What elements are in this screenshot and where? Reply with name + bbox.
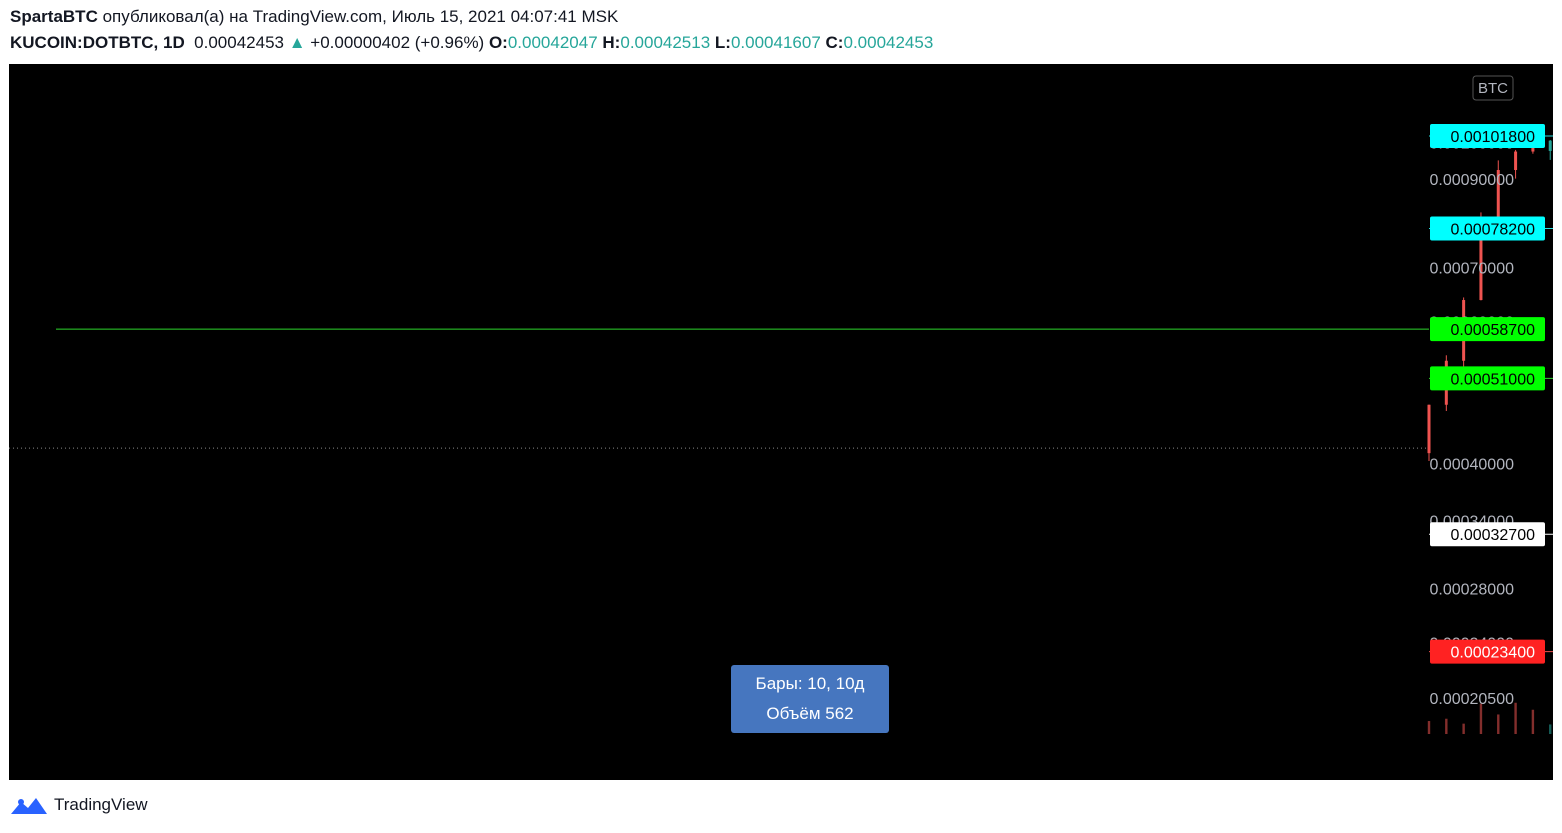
volume-bar bbox=[1445, 718, 1448, 734]
candle-body bbox=[1548, 140, 1552, 151]
candle-body bbox=[1514, 151, 1518, 171]
volume-bar bbox=[1462, 723, 1465, 734]
info-box-bg bbox=[731, 665, 889, 733]
footer: TradingView bbox=[10, 794, 148, 816]
price-level-badge: 0.00023400 bbox=[1430, 639, 1545, 664]
price-level-badge-bg bbox=[1430, 216, 1545, 241]
price-level-badge-text: 0.00023400 bbox=[1450, 645, 1535, 662]
y-axis-tick-label: 0.00020500 bbox=[1429, 691, 1514, 708]
price-level-badge-bg bbox=[1430, 366, 1545, 391]
price-level-badge-text: 0.00051000 bbox=[1450, 371, 1535, 388]
low-label: L: bbox=[714, 33, 731, 52]
price-level-badge: 0.00078200 bbox=[1430, 216, 1545, 241]
up-triangle-icon: ▲ bbox=[288, 33, 306, 52]
author[interactable]: SpartaBTC bbox=[10, 7, 98, 26]
close-label: C: bbox=[825, 33, 844, 52]
price-level-badge-text: 0.00078200 bbox=[1450, 221, 1535, 238]
price-change: +0.00000402 (+0.96%) bbox=[310, 33, 485, 52]
volume-group bbox=[1427, 702, 1552, 734]
open-label: O: bbox=[488, 33, 508, 52]
ohlc-line: KUCOIN:DOTBTC, 1D 0.00042453 ▲ +0.000004… bbox=[10, 33, 933, 53]
price-level-badge: 0.00032700 bbox=[1430, 522, 1545, 547]
price-level-badge: 0.00101800 bbox=[1430, 123, 1545, 148]
tradingview-logo-icon[interactable] bbox=[10, 794, 48, 816]
candle-body bbox=[1479, 224, 1483, 301]
price-level-badge-bg bbox=[1430, 522, 1545, 547]
candle-body bbox=[1427, 404, 1431, 454]
price-chart[interactable]: DOT0.00078400 (335.04%) 784000.00054800 … bbox=[9, 64, 1553, 780]
info-box: Бары: 10, 10д Объём 562 bbox=[731, 665, 889, 733]
volume-bar bbox=[1479, 703, 1483, 734]
price-level-badge-bg bbox=[1430, 639, 1545, 664]
open-value: 0.00042047 bbox=[507, 33, 598, 52]
chart-background bbox=[9, 64, 1553, 780]
high-value: 0.00042513 bbox=[620, 33, 711, 52]
currency-badge-bg bbox=[1472, 75, 1514, 101]
price-level-badge-text: 0.00101800 bbox=[1450, 129, 1535, 146]
volume-bar bbox=[1514, 702, 1517, 734]
currency-badge: BTC bbox=[1472, 75, 1514, 101]
symbol-label[interactable]: KUCOIN:DOTBTC, 1D bbox=[10, 33, 185, 52]
price-level-badge-bg bbox=[1430, 123, 1545, 148]
y-axis-tick-label: 0.00028000 bbox=[1429, 582, 1514, 599]
last-price: 0.00042453 bbox=[194, 33, 284, 52]
currency-badge-text: BTC bbox=[1478, 80, 1508, 97]
price-level-badge-bg bbox=[1430, 317, 1545, 342]
published-text: опубликовал(а) на TradingView.com, Июль … bbox=[102, 7, 619, 26]
info-box-volume: Объём 562 bbox=[766, 704, 853, 723]
volume-bar bbox=[1531, 709, 1535, 734]
y-axis-tick-label: 0.00090000 bbox=[1429, 172, 1514, 189]
volume-bar bbox=[1497, 714, 1500, 734]
volume-bar bbox=[1549, 724, 1552, 734]
publish-line: SpartaBTC опубликовал(а) на TradingView.… bbox=[10, 7, 618, 27]
price-level-badge: 0.00058700 bbox=[1430, 317, 1545, 342]
price-level-badge-text: 0.00032700 bbox=[1450, 527, 1535, 544]
brand-name[interactable]: TradingView bbox=[54, 795, 148, 814]
close-value: 0.00042453 bbox=[843, 33, 934, 52]
volume-bar bbox=[1427, 721, 1431, 734]
y-axis-tick-label: 0.00070000 bbox=[1429, 260, 1514, 277]
y-axis-tick-label: 0.00040000 bbox=[1429, 457, 1514, 474]
high-label: H: bbox=[602, 33, 621, 52]
candle-body bbox=[1496, 170, 1500, 225]
info-box-bars: Бары: 10, 10д bbox=[756, 674, 865, 693]
low-value: 0.00041607 bbox=[730, 33, 821, 52]
price-level-badge-text: 0.00058700 bbox=[1450, 322, 1535, 339]
price-level-badge: 0.00051000 bbox=[1430, 366, 1545, 391]
